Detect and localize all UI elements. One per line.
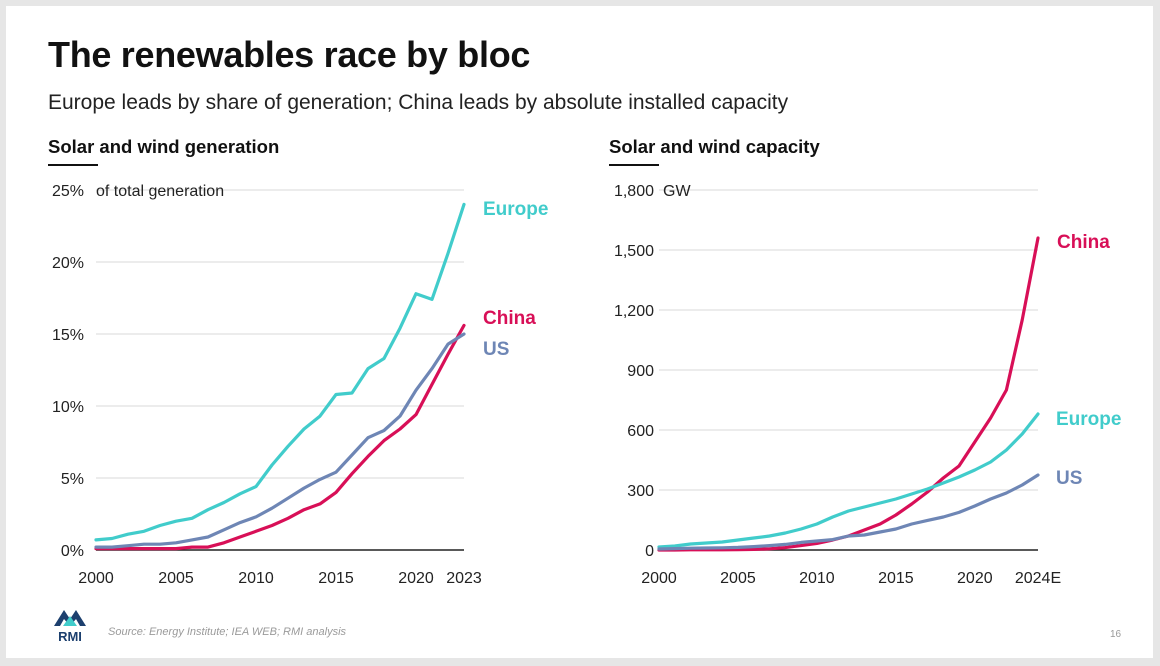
source-note: Source: Energy Institute; IEA WEB; RMI a… — [108, 626, 347, 638]
logo-text: RMI — [58, 629, 82, 644]
series-line-europe — [657, 412, 1040, 549]
slide: The renewables race by bloc Europe leads… — [6, 6, 1153, 658]
x-tick-label: 2005 — [720, 570, 756, 587]
y-tick-label: 1,800 — [614, 183, 654, 200]
right-panel-rule — [609, 164, 659, 166]
y-unit-label: of total generation — [96, 183, 224, 200]
installed-capacity-chart: 0 300 600 900 1,200 1,500 1,800 GW 2000 2005 2010 2… — [614, 183, 1122, 587]
slide-subtitle: Europe leads by share of generation; Chi… — [48, 91, 789, 114]
rmi-mountain-icon: RMI — [54, 610, 86, 644]
series-label-us: US — [1056, 468, 1082, 489]
y-tick-label: 300 — [627, 483, 654, 500]
series-label-china: China — [483, 308, 536, 329]
series-line-us — [657, 473, 1040, 551]
y-tick-label: 15% — [52, 327, 84, 344]
y-tick-label: 0 — [645, 543, 654, 560]
series-line-us — [94, 332, 466, 549]
series-label-europe: Europe — [1056, 409, 1121, 430]
series-line-china — [94, 323, 466, 551]
x-tick-label: 2023 — [446, 570, 482, 587]
left-panel-title: Solar and wind generation — [48, 136, 280, 157]
rmi-logo: RMI — [50, 604, 90, 649]
right-panel-title: Solar and wind capacity — [609, 136, 820, 157]
y-tick-label: 5% — [61, 471, 84, 488]
y-unit-label: GW — [663, 183, 691, 200]
y-tick-label: 20% — [52, 255, 84, 272]
series-label-europe: Europe — [483, 199, 548, 220]
x-tick-label: 2015 — [878, 570, 914, 587]
x-tick-label: 2020 — [957, 570, 993, 587]
y-tick-label: 600 — [627, 423, 654, 440]
x-tick-label: 2020 — [398, 570, 434, 587]
y-tick-label: 1,200 — [614, 303, 654, 320]
y-tick-label: 10% — [52, 399, 84, 416]
y-tick-label: 25% — [52, 183, 84, 200]
generation-share-chart: 0% 5% 10% 15% 20% 25% of total generation 2000 2… — [52, 183, 548, 587]
x-tick-label: 2010 — [799, 570, 835, 587]
left-panel-rule — [48, 164, 98, 166]
x-tick-label: 2005 — [158, 570, 194, 587]
series-line-europe — [94, 202, 466, 542]
y-tick-label: 1,500 — [614, 243, 654, 260]
series-label-china: China — [1057, 232, 1110, 253]
y-tick-label: 0% — [61, 543, 84, 560]
page-number: 16 — [1110, 629, 1122, 640]
series-label-us: US — [483, 339, 509, 360]
slide-title: The renewables race by bloc — [48, 34, 531, 75]
x-tick-label: 2010 — [238, 570, 274, 587]
x-tick-label: 2024E — [1015, 570, 1061, 587]
x-tick-label: 2000 — [78, 570, 114, 587]
x-tick-label: 2000 — [641, 570, 677, 587]
y-tick-label: 900 — [627, 363, 654, 380]
x-tick-label: 2015 — [318, 570, 354, 587]
